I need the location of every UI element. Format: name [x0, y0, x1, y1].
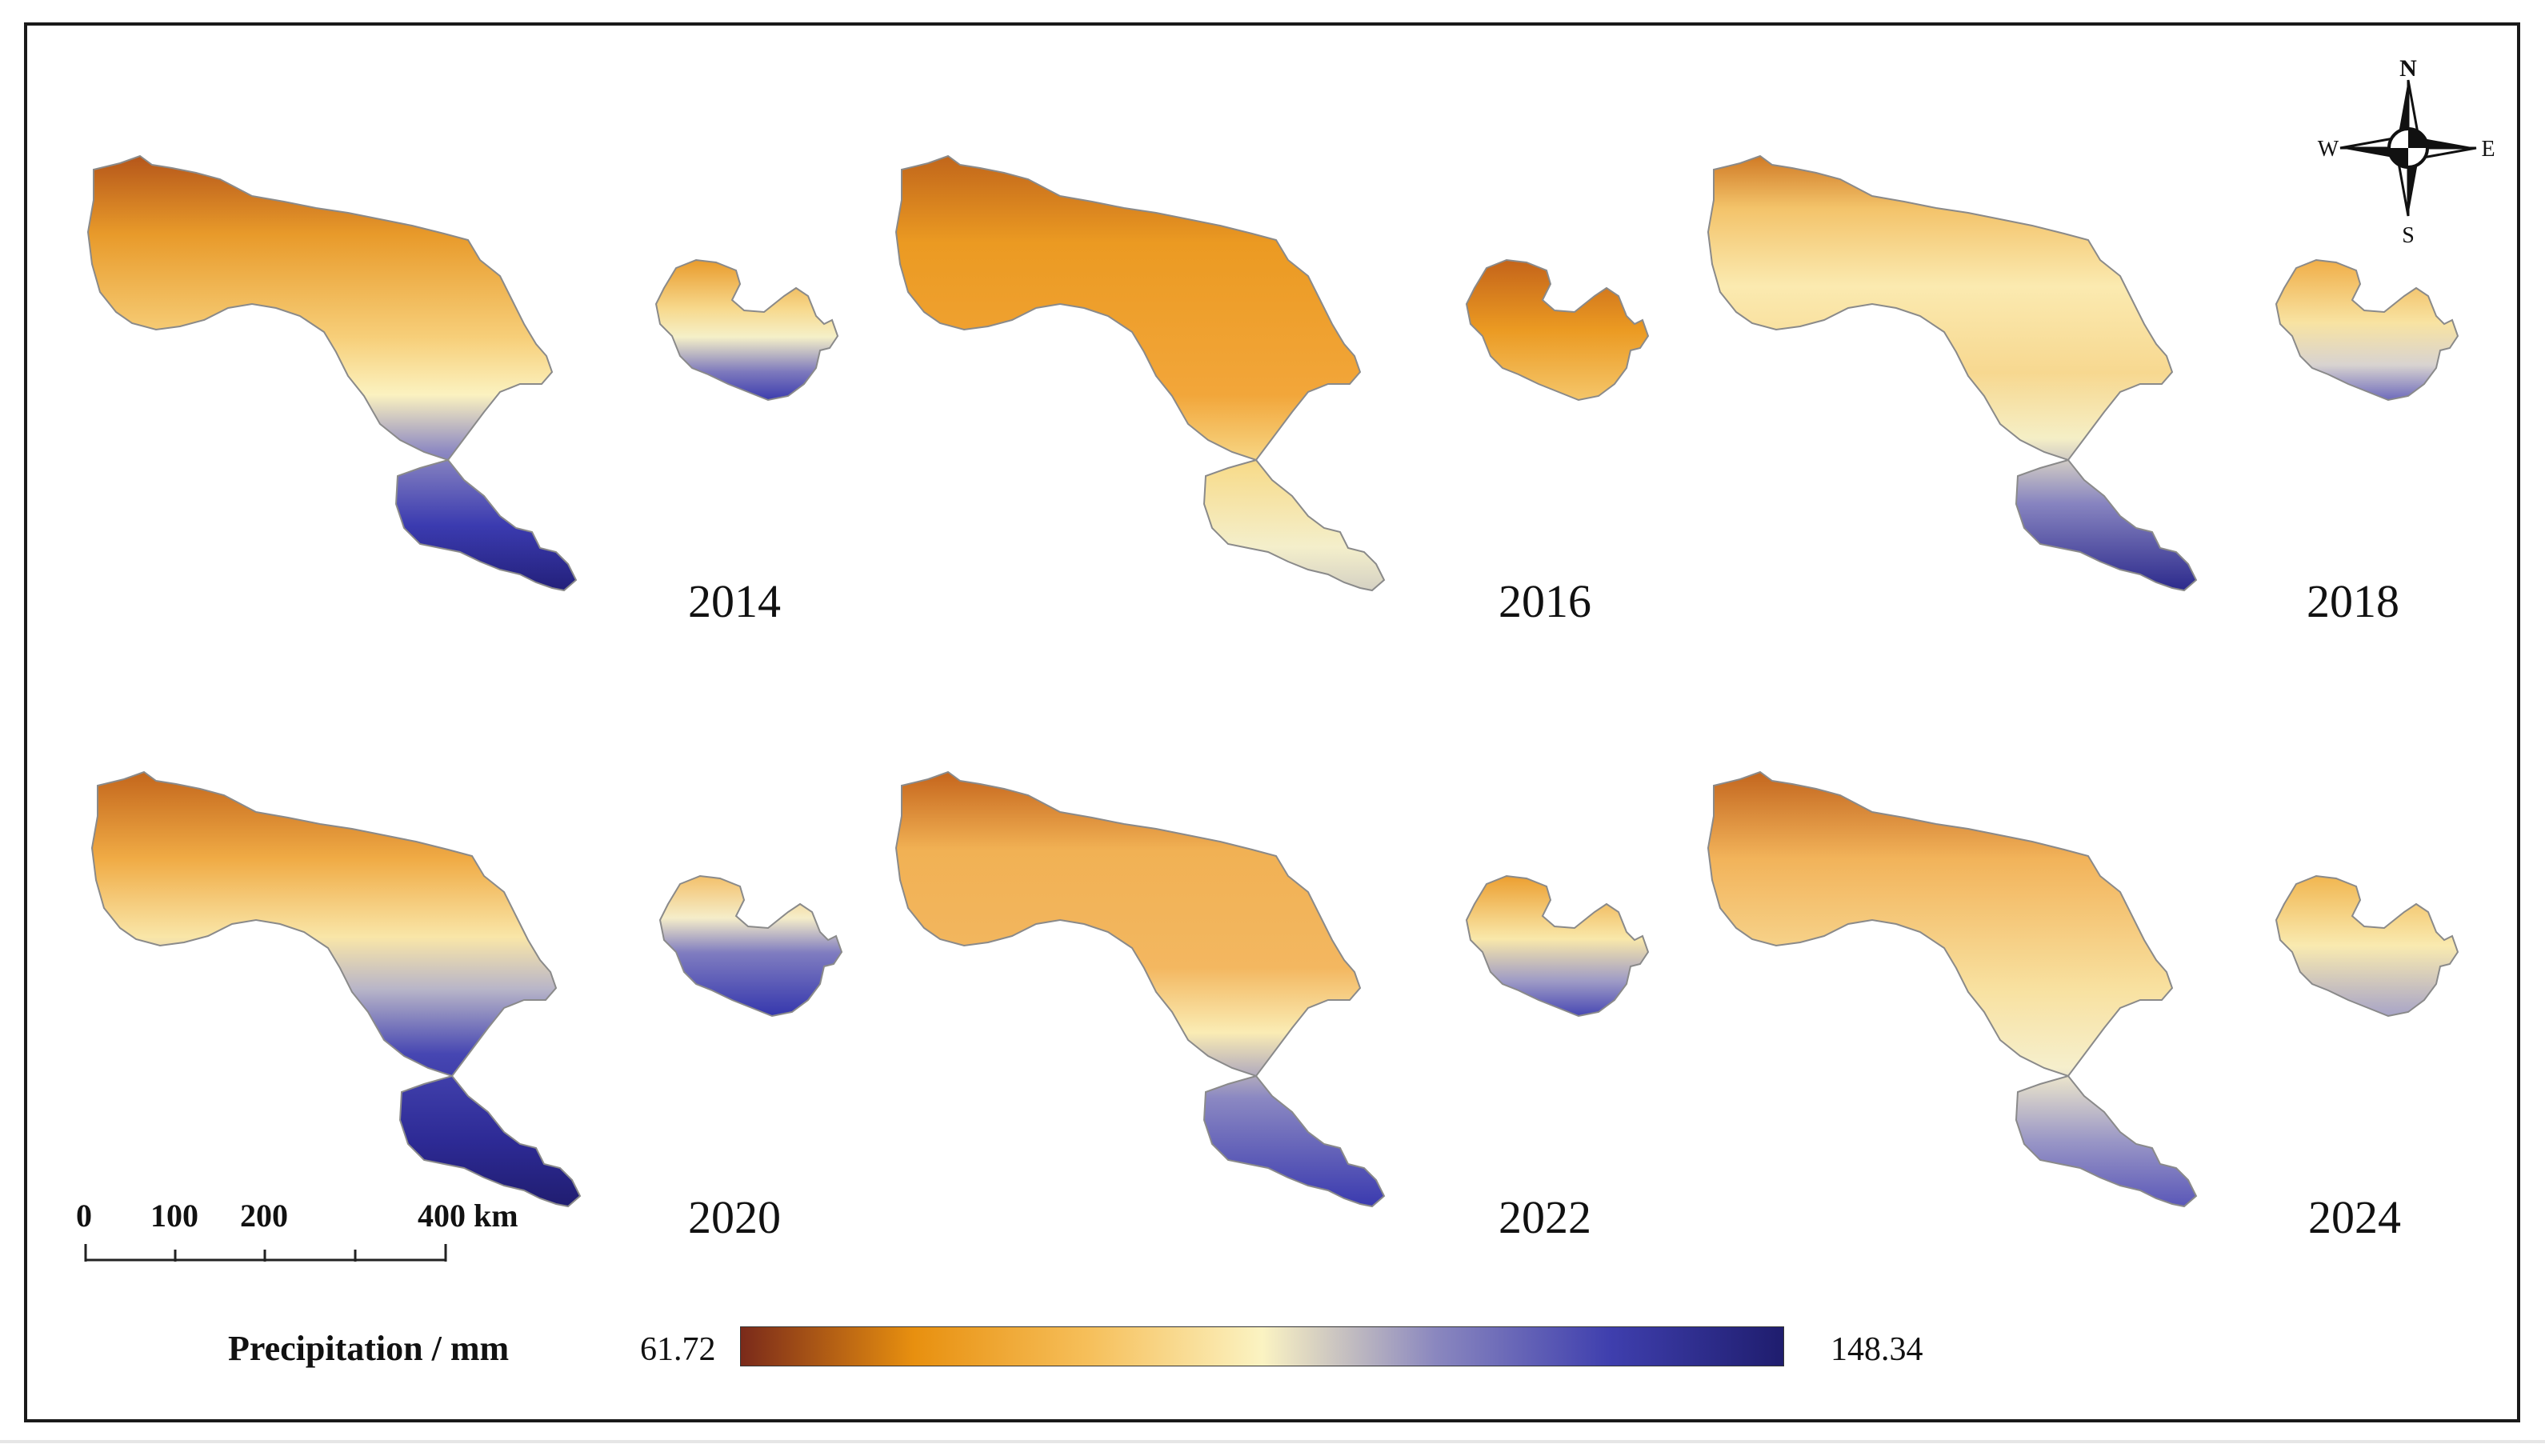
scale-label-100: 100 — [150, 1198, 198, 1234]
scale-label-200: 200 — [240, 1198, 288, 1234]
map-2018 — [1707, 155, 2459, 591]
year-label-2018: 2018 — [2307, 575, 2399, 627]
main-region — [1707, 155, 2197, 591]
compass-n: N — [2399, 55, 2417, 82]
map-2020 — [91, 771, 842, 1207]
scale-label-0: 0 — [76, 1198, 92, 1234]
small-region — [1466, 875, 1649, 1017]
north-arrow-icon: N S E W — [2318, 55, 2495, 248]
scale-label-400km: 400 km — [418, 1198, 518, 1234]
map-2024 — [1707, 771, 2459, 1207]
compass-w: W — [2318, 137, 2339, 162]
small-region — [2275, 875, 2459, 1017]
main-region — [895, 155, 1385, 591]
legend-title: Precipitation / mm — [228, 1329, 510, 1368]
legend-max-value: 148.34 — [1831, 1331, 1923, 1368]
main-region — [1707, 771, 2197, 1207]
small-region — [1466, 259, 1649, 401]
main-region — [895, 771, 1385, 1207]
year-label-2022: 2022 — [1499, 1191, 1591, 1243]
year-label-2020: 2020 — [688, 1191, 781, 1243]
map-2014 — [87, 155, 838, 591]
compass-s: S — [2402, 223, 2415, 248]
map-2022 — [895, 771, 1649, 1207]
small-region — [2275, 259, 2459, 401]
legend-colorbar — [740, 1326, 1784, 1366]
map-2016 — [895, 155, 1649, 591]
year-label-2024: 2024 — [2308, 1191, 2401, 1243]
year-label-2014: 2014 — [688, 575, 781, 627]
scale-bar — [84, 1244, 447, 1262]
year-label-2016: 2016 — [1499, 575, 1591, 627]
compass-e: E — [2481, 137, 2495, 162]
legend-min-value: 61.72 — [640, 1331, 716, 1368]
bottom-divider — [0, 1440, 2545, 1443]
small-region — [659, 875, 842, 1017]
main-region — [87, 155, 577, 591]
small-region — [655, 259, 838, 401]
main-region — [91, 771, 581, 1207]
